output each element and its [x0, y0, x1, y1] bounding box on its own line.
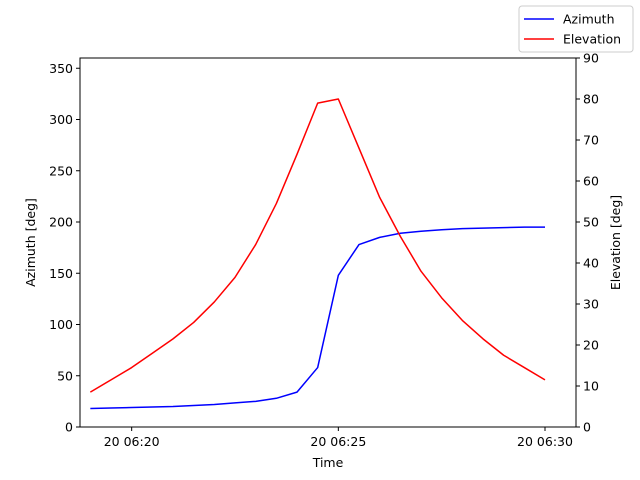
y-right-tick-label: 90	[583, 51, 599, 66]
y-right-tick-label: 20	[583, 338, 599, 353]
legend-label-elevation: Elevation	[563, 32, 621, 47]
x-axis-title: Time	[312, 455, 344, 470]
y-right-tick-label: 0	[583, 420, 591, 435]
y-right-tick-label: 30	[583, 297, 599, 312]
series-layer	[89, 98, 546, 410]
y-right-tick-label: 50	[583, 215, 599, 230]
y-axis-left: 0 50 100 150 200 250 300 350	[49, 61, 80, 435]
x-tick-label: 20 06:20	[104, 434, 160, 449]
series-line-azimuth	[90, 226, 545, 410]
y-left-tick-label: 0	[65, 420, 73, 435]
legend-box	[518, 5, 634, 53]
y-left-tick-label: 350	[49, 61, 73, 76]
y-left-tick-label: 200	[49, 215, 73, 230]
series-line-elevation	[89, 98, 546, 393]
y-right-tick-label: 60	[583, 174, 599, 189]
legend-label-azimuth: Azimuth	[563, 12, 615, 27]
y-left-tick-label: 300	[49, 112, 73, 127]
y-right-tick-label: 10	[583, 379, 599, 394]
y-axis-right-title: Elevation [deg]	[608, 195, 623, 290]
y-left-tick-label: 100	[49, 317, 73, 332]
y-axis-left-title: Azimuth [deg]	[23, 198, 38, 287]
y-left-tick-label: 150	[49, 266, 73, 281]
x-tick-label: 20 06:25	[310, 434, 366, 449]
y-right-tick-label: 80	[583, 92, 599, 107]
y-left-tick-label: 250	[49, 163, 73, 178]
y-left-tick-label: 50	[57, 368, 73, 383]
legend: Azimuth Elevation	[518, 5, 634, 53]
y-right-tick-label: 70	[583, 133, 599, 148]
plot-frame	[79, 57, 577, 428]
x-tick-label: 20 06:30	[517, 434, 573, 449]
y-axis-right: 0 10 20 30 40 50 60 70 80 90	[576, 51, 599, 435]
y-right-tick-label: 40	[583, 256, 599, 271]
x-axis: 20 06:20 20 06:25 20 06:30	[104, 427, 573, 449]
